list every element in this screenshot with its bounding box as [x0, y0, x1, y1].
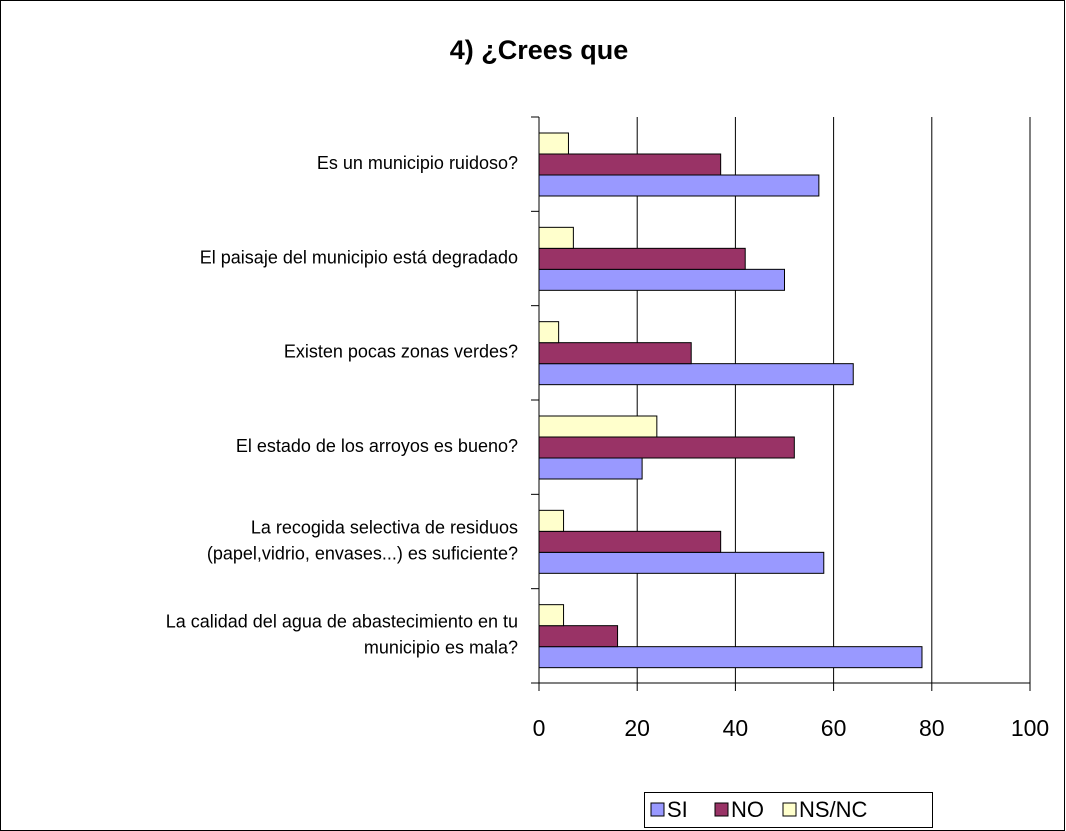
bar [538, 646, 923, 669]
y-tick-label: El estado de los arroyos es bueno? [236, 436, 518, 456]
bar [538, 551, 825, 574]
bar [538, 436, 795, 459]
bar [538, 321, 560, 344]
y-tick-label: La recogida selectiva de residuos [251, 517, 518, 537]
y-tick-label: La calidad del agua de abastecimiento en… [166, 612, 518, 632]
y-tick-label: Es un municipio ruidoso? [317, 153, 518, 173]
y-tick-label: El paisaje del municipio está degradado [200, 247, 518, 267]
legend-label: SI [667, 797, 688, 822]
bar [538, 415, 658, 438]
bar [538, 226, 574, 249]
x-tick-label: 80 [919, 715, 945, 741]
bar [538, 530, 722, 553]
bar [538, 174, 820, 197]
y-tick-label: municipio es mala? [364, 638, 518, 658]
legend-swatch [714, 802, 729, 817]
bar [538, 509, 565, 532]
legend-label: NS/NC [799, 797, 868, 822]
chart-title: 4) ¿Crees que [450, 35, 629, 65]
bar [538, 457, 643, 480]
x-tick-label: 0 [533, 715, 546, 741]
y-tick-label: Existen pocas zonas verdes? [284, 342, 518, 362]
legend-swatch [650, 802, 665, 817]
x-tick-label: 40 [723, 715, 749, 741]
x-tick-label: 60 [821, 715, 847, 741]
bar [538, 132, 569, 155]
legend-swatch [782, 802, 797, 817]
y-tick-label: (papel,vidrio, envases...) es suficiente… [207, 543, 518, 563]
bar [538, 604, 565, 627]
legend-label: NO [731, 797, 764, 822]
bar [538, 268, 785, 291]
bar [538, 247, 746, 270]
bar [538, 625, 619, 648]
bar [538, 153, 722, 176]
x-tick-label: 20 [624, 715, 650, 741]
bar [538, 363, 854, 386]
bar [538, 342, 692, 365]
x-tick-label: 100 [1011, 715, 1049, 741]
